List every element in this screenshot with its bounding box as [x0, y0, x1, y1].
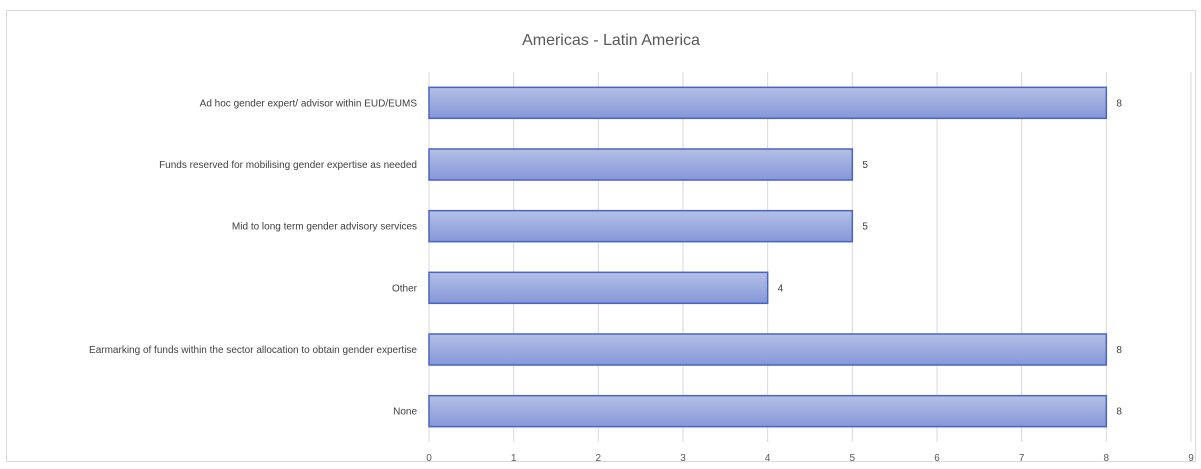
x-tick-label: 0 — [426, 453, 432, 464]
bar — [428, 333, 1108, 366]
data-label: 8 — [1116, 407, 1122, 418]
data-label: 8 — [1116, 98, 1122, 109]
labels: 0 1 2 3 4 5 6 7 8 9 Ad hoc gender expert/ advisor … — [89, 98, 1194, 464]
data-label: 5 — [862, 222, 868, 233]
category-label: Mid to long term gender advisory service… — [232, 222, 417, 233]
x-tick-label: 6 — [934, 453, 940, 464]
x-tick-label: 5 — [850, 453, 856, 464]
bar — [428, 148, 854, 181]
x-tick-label: 9 — [1188, 453, 1194, 464]
x-tick-label: 8 — [1104, 453, 1110, 464]
chart-title: Americas - Latin America — [522, 32, 700, 49]
category-label: Ad hoc gender expert/ advisor within EUD… — [200, 98, 418, 109]
bars — [428, 86, 1108, 428]
x-tick-label: 3 — [680, 453, 686, 464]
bar — [428, 394, 1108, 428]
category-label: Earmarking of funds within the sector al… — [89, 345, 417, 356]
x-tick-label: 7 — [1019, 453, 1025, 464]
category-label: Funds reserved for mobilising gender exp… — [159, 160, 417, 171]
gridlines — [428, 72, 1192, 442]
x-tick-label: 1 — [511, 453, 517, 464]
category-label: None — [393, 407, 417, 418]
bar — [428, 86, 1108, 120]
x-tick-label: 2 — [596, 453, 602, 464]
data-label: 4 — [778, 283, 784, 294]
bar — [428, 271, 769, 305]
x-tick-label: 4 — [765, 453, 771, 464]
data-label: 8 — [1116, 345, 1122, 356]
data-label: 5 — [862, 160, 868, 171]
category-label: Other — [392, 283, 418, 294]
bar — [428, 209, 854, 243]
